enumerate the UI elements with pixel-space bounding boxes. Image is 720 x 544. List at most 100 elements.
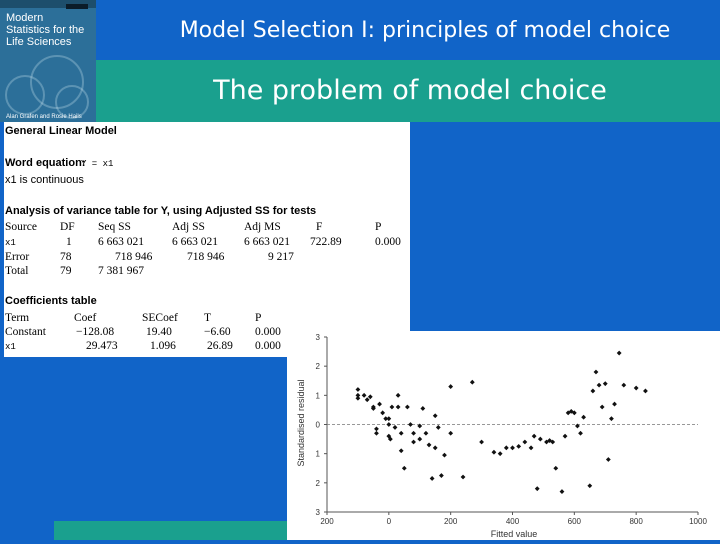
data-point: [380, 410, 386, 416]
x-tick-label: 1000: [689, 517, 707, 526]
anova-cell: 6 663 021: [98, 236, 144, 248]
data-point: [491, 449, 497, 455]
data-point: [534, 486, 540, 492]
data-point: [553, 465, 559, 471]
data-point: [432, 413, 438, 419]
data-point: [429, 476, 435, 481]
data-point: [581, 414, 587, 420]
anova-cell: 6 663 021: [244, 236, 290, 248]
anova-cell: 1: [66, 236, 72, 248]
data-point: [460, 474, 466, 480]
anova-cell: 9 217: [268, 251, 294, 263]
data-point: [559, 489, 565, 494]
anova-header-cell: P: [375, 221, 382, 233]
data-point: [469, 379, 475, 385]
data-point: [386, 416, 392, 422]
anova-cell: x1: [5, 238, 16, 248]
data-point: [531, 433, 537, 439]
anova-cell: 718 946: [187, 251, 225, 263]
residual-plot-panel: 3 2 1 0 1 2 3 200 0 200 400 600 800 1000 Fitted value…: [287, 331, 720, 540]
anova-header-cell: DF: [60, 221, 75, 233]
data-point: [398, 430, 404, 436]
anova-title: Analysis of variance table for Y, using …: [5, 205, 317, 217]
coef-header-cell: T: [204, 312, 212, 324]
y-tick-label: 2: [316, 362, 321, 371]
chart-points: [355, 350, 648, 494]
data-point: [438, 473, 444, 478]
data-point: [355, 392, 361, 398]
data-point: [417, 436, 423, 442]
anova-header-cell: Seq SS: [98, 221, 131, 233]
data-point: [503, 445, 509, 451]
anova-header-cell: Adj MS: [244, 221, 281, 233]
data-point: [374, 430, 379, 436]
coef-cell: 26.89: [207, 340, 233, 352]
data-point: [590, 388, 596, 394]
anova-cell: Total: [5, 265, 29, 277]
data-point: [420, 406, 426, 411]
data-point: [417, 423, 423, 429]
data-point: [426, 442, 432, 448]
data-point: [593, 369, 599, 375]
y-tick-label: 2: [316, 479, 321, 488]
x-axis-label: Fitted value: [491, 529, 538, 539]
data-point: [537, 436, 543, 442]
data-point: [398, 448, 404, 454]
data-point: [550, 439, 556, 445]
coef-cell: 1.096: [150, 340, 176, 352]
data-point: [361, 392, 367, 398]
x-tick-label: 600: [568, 517, 582, 526]
y-axis-label: Standardised residual: [296, 379, 306, 466]
continuous-note: x1 is continuous: [5, 174, 84, 186]
data-point: [510, 445, 515, 451]
data-point: [411, 439, 416, 445]
y-tick-label: 3: [316, 508, 321, 517]
data-point: [599, 404, 605, 410]
left-strip: [0, 122, 4, 540]
data-point: [435, 425, 441, 430]
data-point: [602, 381, 608, 387]
coef-title: Coefficients table: [5, 295, 97, 307]
data-point: [389, 404, 395, 410]
data-point: [621, 382, 627, 388]
anova-header-cell: Adj SS: [172, 221, 205, 233]
data-point: [423, 430, 429, 436]
x-tick-label: 200: [320, 517, 334, 526]
data-point: [395, 404, 401, 410]
subtitle-band: [0, 60, 720, 122]
anova-cell: 78: [60, 251, 72, 263]
word-equation-label: Word equation:: [5, 157, 86, 169]
coef-header-cell: SECoef: [142, 312, 178, 324]
glm-heading: General Linear Model: [5, 125, 117, 137]
x-tick-label: 200: [444, 517, 458, 526]
data-point: [408, 422, 413, 427]
data-point: [479, 439, 484, 445]
data-point: [448, 384, 454, 389]
data-point: [612, 401, 617, 407]
anova-header-cell: Source: [5, 221, 37, 233]
data-point: [562, 433, 568, 439]
data-point: [383, 416, 389, 422]
y-tick-label: 0: [316, 421, 321, 430]
coef-cell: 29.473: [86, 340, 118, 352]
coef-cell: 0.000: [255, 326, 281, 338]
data-point: [528, 445, 534, 451]
data-point: [401, 465, 407, 471]
data-point: [411, 430, 416, 436]
data-point: [432, 445, 438, 451]
coef-cell: 0.000: [255, 340, 281, 352]
anova-cell: 0.000: [375, 236, 401, 248]
book-cover-image: Modern Statistics for the Life Sciences …: [0, 0, 96, 122]
data-point: [605, 457, 611, 462]
data-point: [355, 387, 361, 392]
data-point: [596, 382, 602, 388]
data-point: [643, 388, 648, 394]
data-point: [616, 350, 622, 356]
anova-cell: Error: [5, 251, 30, 263]
data-point: [609, 416, 614, 422]
data-point: [442, 452, 447, 458]
book-authors: Alan Grafen and Rosie Hails: [6, 114, 82, 120]
data-point: [633, 385, 639, 391]
